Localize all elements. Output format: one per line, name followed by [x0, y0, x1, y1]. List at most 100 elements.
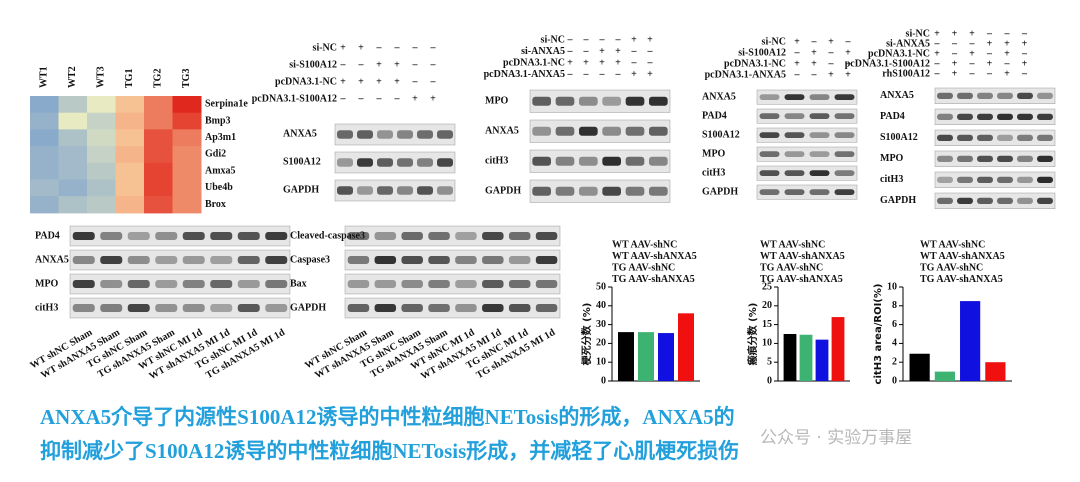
blot-background	[756, 184, 858, 200]
condition-label: pcDNA3.1-NC	[868, 48, 930, 59]
blot-background	[529, 179, 671, 203]
blot-band	[602, 96, 621, 106]
y-tick-label: 30	[596, 319, 606, 330]
condition-sign: –	[845, 58, 852, 69]
blot-band	[100, 304, 123, 312]
heatmap-cell	[115, 196, 145, 214]
blot-band	[997, 176, 1013, 184]
condition-sign: –	[412, 42, 419, 53]
blot-background	[344, 225, 561, 247]
heatmap-cell	[58, 96, 88, 114]
blot-band	[649, 156, 668, 166]
band-label: ANXA5	[35, 254, 69, 265]
blot-band	[377, 158, 393, 167]
blot-band	[809, 132, 830, 138]
condition-sign: –	[969, 38, 976, 49]
condition-sign: +	[845, 69, 851, 80]
heatmap-cell	[30, 129, 59, 147]
band-label: PAD4	[880, 111, 905, 122]
blot-band	[455, 280, 477, 288]
band-label: S100A12	[702, 129, 740, 140]
heatmap-cell	[144, 112, 173, 130]
blot-band	[347, 280, 370, 288]
legend-entry: TG AAV-shNC	[760, 262, 823, 273]
blot-background	[934, 150, 1056, 167]
blot-background	[529, 149, 671, 173]
condition-label: si-S100A12	[738, 47, 786, 58]
blot-band	[759, 170, 780, 176]
blot-band	[265, 256, 288, 264]
caption-line: ANXA5介导了内源性S100A12诱导的中性粒细胞NETosis的形成，ANX…	[40, 405, 735, 429]
condition-sign: +	[952, 58, 958, 69]
condition-sign: –	[845, 36, 852, 47]
blot-band	[579, 156, 598, 166]
condition-sign: +	[969, 48, 975, 59]
condition-sign: +	[615, 57, 621, 68]
legend-entry: TG AAV-shNC	[920, 262, 983, 273]
blot-band	[401, 280, 423, 288]
blot-band	[977, 197, 993, 205]
blot-band	[937, 155, 953, 163]
blot-band	[357, 158, 373, 167]
blot-band	[625, 186, 645, 196]
blot-band	[210, 256, 233, 264]
blot-band	[377, 130, 393, 139]
blot-band	[397, 186, 413, 195]
heatmap-cell	[172, 146, 202, 164]
blot-background	[529, 89, 671, 113]
condition-sign: +	[615, 46, 621, 57]
blot-band	[759, 113, 780, 119]
blot-band	[508, 280, 531, 288]
condition-sign: –	[794, 69, 801, 80]
condition-sign: +	[987, 38, 993, 49]
blot-band	[482, 232, 504, 240]
blot-band	[977, 176, 993, 184]
blot-band	[579, 186, 598, 196]
blot-band	[937, 134, 953, 142]
blot-band	[127, 304, 150, 312]
condition-sign: –	[430, 59, 437, 70]
condition-sign: –	[969, 68, 976, 79]
band-label: S100A12	[283, 157, 321, 168]
heatmap-cell	[172, 179, 202, 197]
blot-band	[997, 197, 1013, 205]
band-label: MPO	[485, 95, 509, 106]
blot-background	[529, 119, 671, 143]
blot-background	[69, 297, 291, 319]
blot-background	[344, 249, 561, 271]
bar	[783, 334, 797, 381]
condition-sign: –	[412, 76, 419, 87]
heatmap-row-label: Amxa5	[205, 165, 236, 176]
condition-sign: –	[394, 42, 401, 53]
caption-line: 抑制减少了S100A12诱导的中性粒细胞NETosis形成，并减轻了心肌梗死损伤	[40, 439, 739, 463]
blot-band	[784, 170, 805, 176]
band-label: citH3	[880, 174, 903, 185]
y-tick-label: 8	[892, 300, 897, 311]
bar	[678, 313, 694, 381]
blot-band	[100, 280, 123, 288]
blot-band	[809, 189, 830, 195]
blot-background	[334, 123, 456, 146]
heatmap-cell	[172, 96, 202, 114]
condition-sign: +	[340, 42, 346, 53]
blot-band	[100, 232, 123, 240]
bar	[909, 353, 930, 381]
blot-background	[344, 297, 561, 319]
band-label: citH3	[35, 302, 58, 313]
condition-sign: +	[394, 76, 400, 87]
band-label: Cleaved-caspase3	[290, 230, 365, 241]
heatmap-cell	[58, 129, 88, 147]
blot-band	[182, 232, 205, 240]
condition-sign: –	[647, 57, 654, 68]
blot-band	[182, 304, 205, 312]
band-label: GAPDH	[290, 302, 326, 313]
y-tick-label: 0	[767, 375, 772, 386]
blot-band	[784, 94, 805, 100]
blot-band	[834, 132, 855, 138]
heatmap-cell	[144, 196, 173, 214]
condition-label: si-ANXA5	[886, 38, 930, 49]
y-tick-label: 25	[762, 281, 772, 292]
band-label: GAPDH	[880, 195, 916, 206]
blot-background	[69, 273, 291, 295]
band-label: citH3	[702, 167, 725, 178]
